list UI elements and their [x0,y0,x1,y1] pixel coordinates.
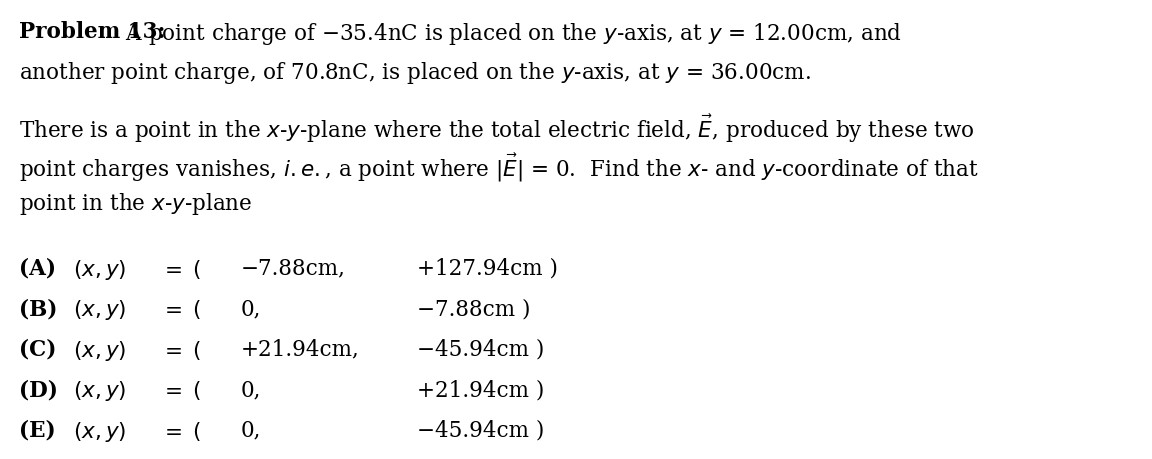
Text: $=$: $=$ [160,378,182,400]
Text: (E): (E) [20,419,55,441]
Text: −7.88cm,: −7.88cm, [241,257,346,279]
Text: point in the $x$-$y$-plane: point in the $x$-$y$-plane [20,190,252,217]
Text: +127.94cm ): +127.94cm ) [417,257,558,279]
Text: $($: $($ [192,378,202,401]
Text: another point charge, of 70.8nC, is placed on the $y$-axis, at $y$ = 36.00cm.: another point charge, of 70.8nC, is plac… [20,60,811,86]
Text: $(x, y)$: $(x, y)$ [73,378,126,402]
Text: $($: $($ [192,297,202,320]
Text: Problem 13:: Problem 13: [20,21,166,43]
Text: $(x, y)$: $(x, y)$ [73,297,126,321]
Text: $=$: $=$ [160,257,182,279]
Text: −45.94cm ): −45.94cm ) [417,419,544,441]
Text: (D): (D) [20,378,58,400]
Text: +21.94cm,: +21.94cm, [241,338,359,360]
Text: point charges vanishes, $i.e.$, a point where $|\vec{E}|$ = 0.  Find the $x$- an: point charges vanishes, $i.e.$, a point … [20,151,979,184]
Text: 0,: 0, [241,419,260,441]
Text: −45.94cm ): −45.94cm ) [417,338,544,360]
Text: $($: $($ [192,338,202,361]
Text: A point charge of $-$35.4nC is placed on the $y$-axis, at $y$ = 12.00cm, and: A point charge of $-$35.4nC is placed on… [119,21,902,47]
Text: 0,: 0, [241,378,260,400]
Text: $(x, y)$: $(x, y)$ [73,419,126,442]
Text: (C): (C) [20,338,56,360]
Text: There is a point in the $x$-$y$-plane where the total electric field, $\vec{E}$,: There is a point in the $x$-$y$-plane wh… [20,112,975,145]
Text: (B): (B) [20,297,58,319]
Text: $=$: $=$ [160,297,182,319]
Text: $=$: $=$ [160,338,182,360]
Text: +21.94cm ): +21.94cm ) [417,378,544,400]
Text: $(x, y)$: $(x, y)$ [73,257,126,281]
Text: −7.88cm ): −7.88cm ) [417,297,530,319]
Text: 0,: 0, [241,297,260,319]
Text: $=$: $=$ [160,419,182,441]
Text: (A): (A) [20,257,56,279]
Text: $($: $($ [192,419,202,442]
Text: $($: $($ [192,257,202,280]
Text: $(x, y)$: $(x, y)$ [73,338,126,362]
